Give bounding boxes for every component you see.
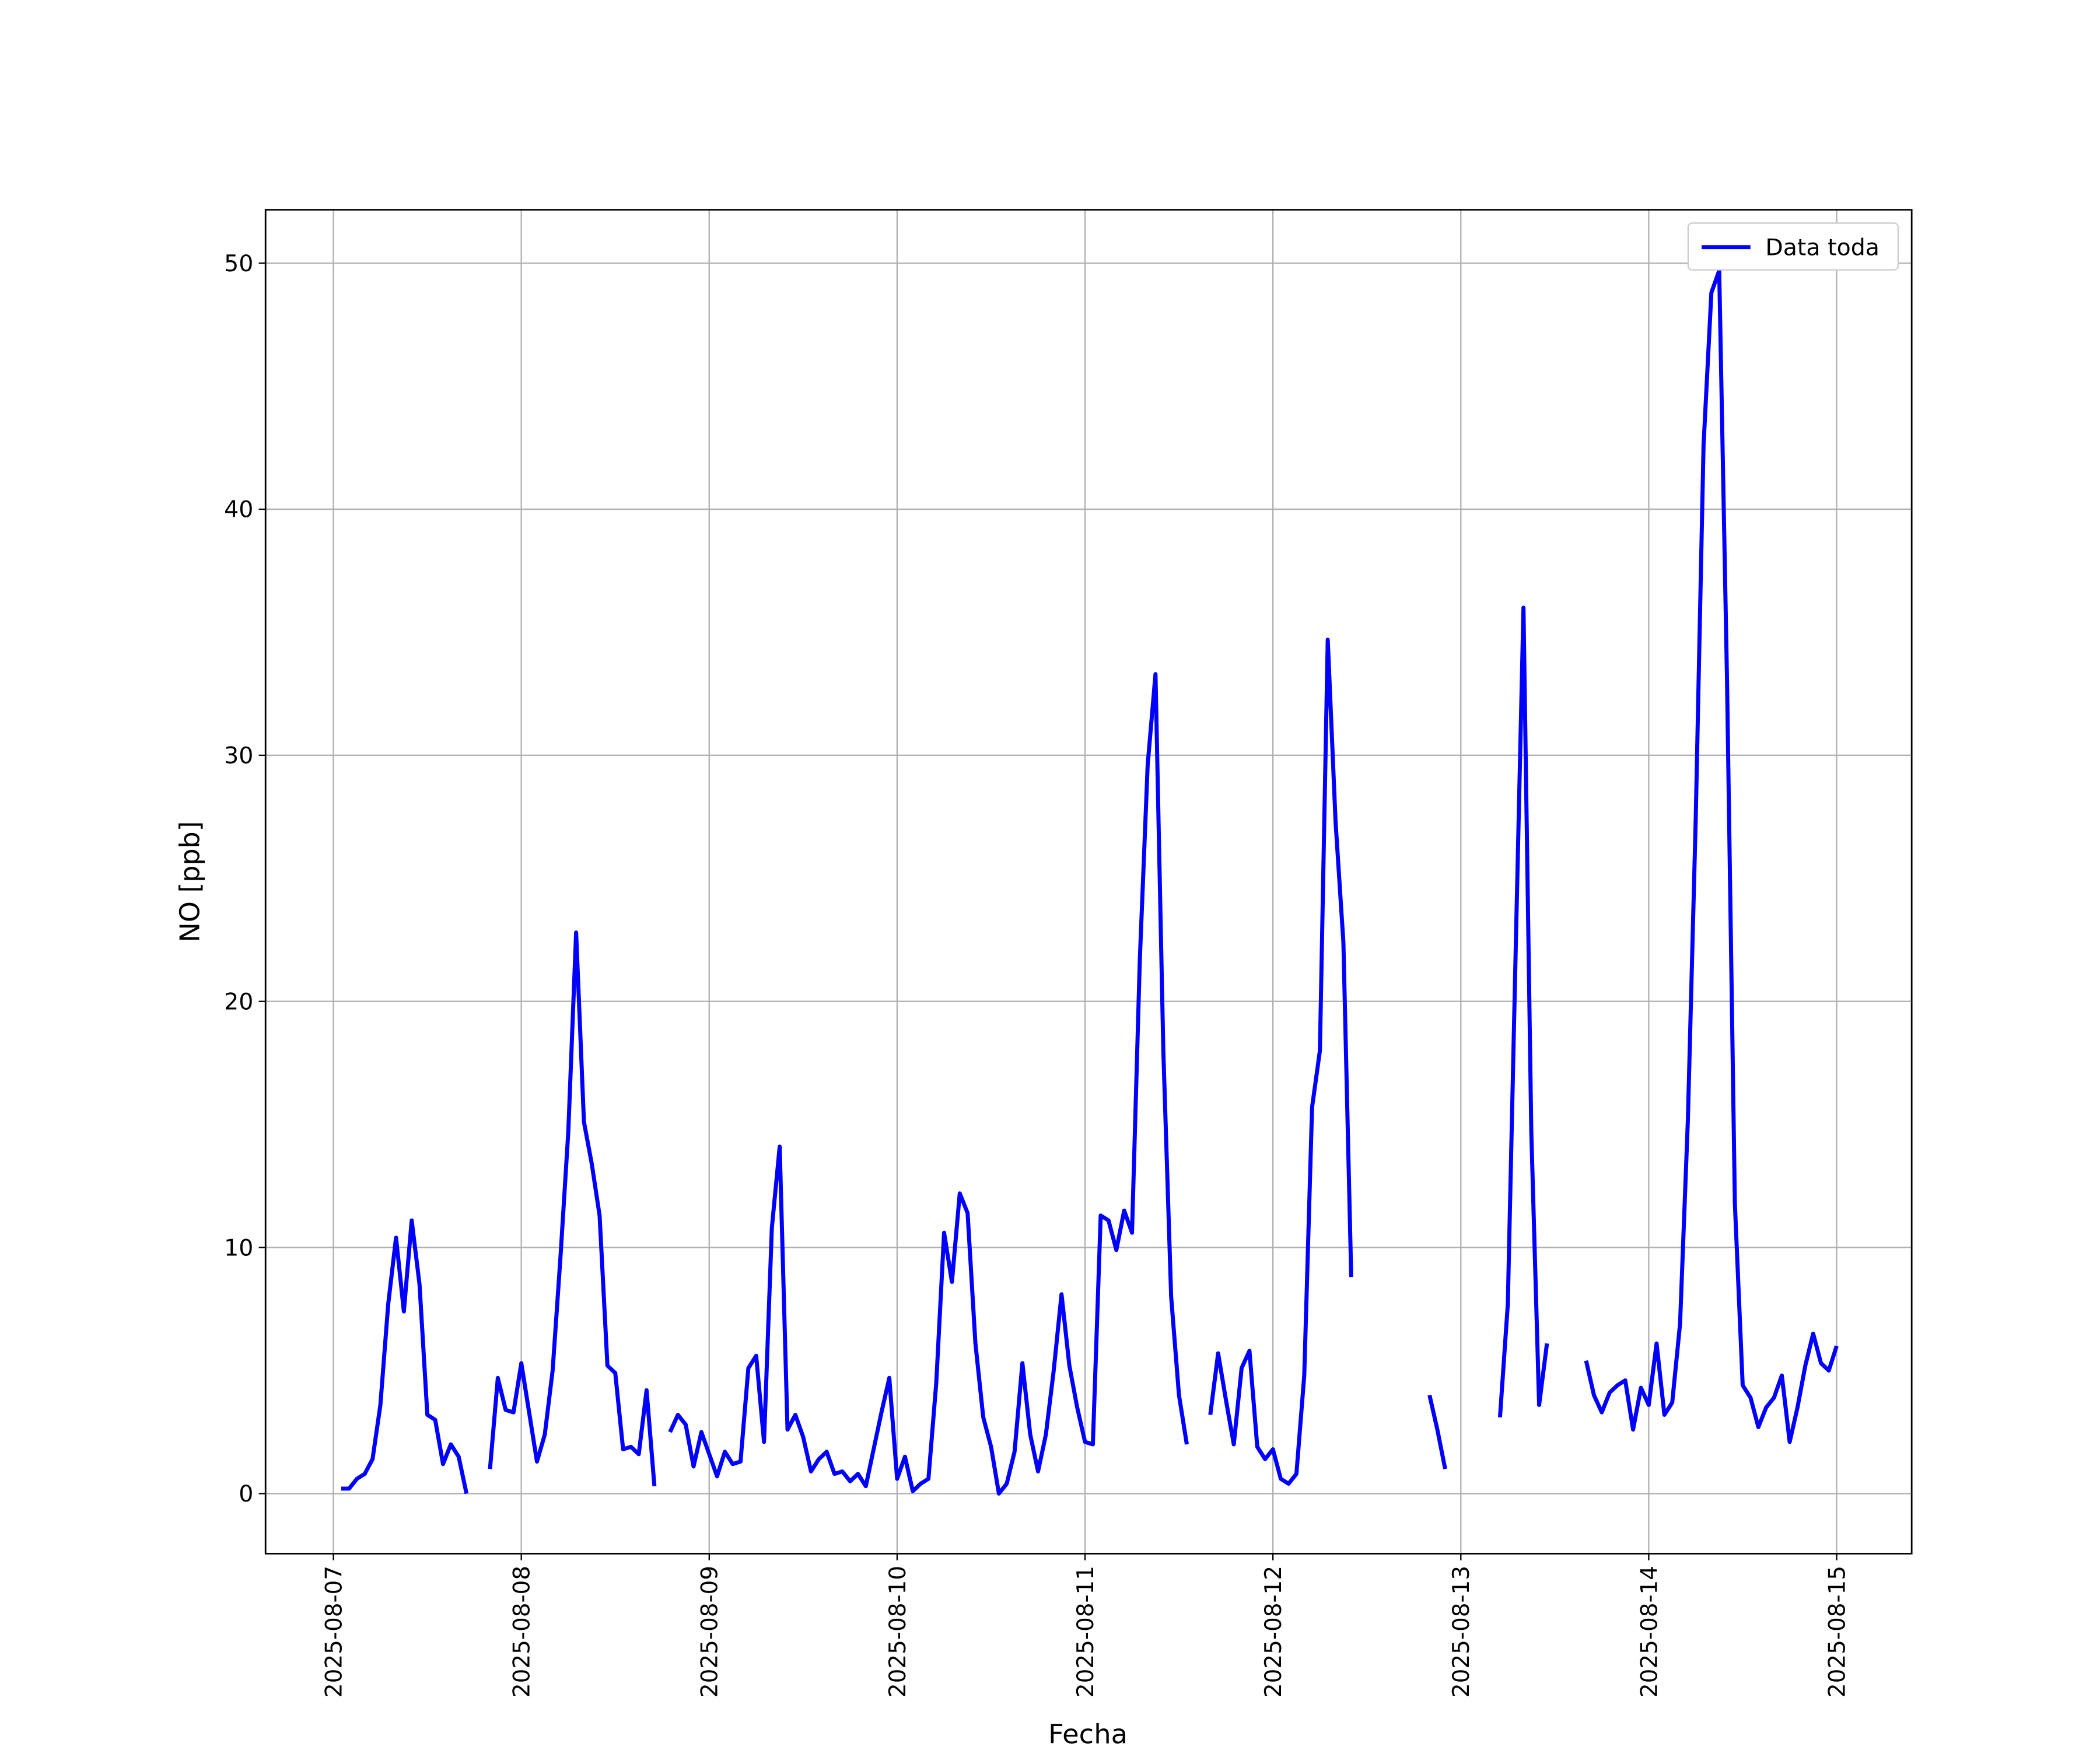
y-tick-label: 0	[239, 1481, 253, 1507]
y-tick-label: 40	[224, 497, 253, 523]
y-tick-label: 10	[224, 1236, 253, 1262]
x-tick-label: 2025-08-07	[321, 1566, 347, 1698]
y-tick-label: 30	[224, 743, 253, 769]
x-tick-label: 2025-08-09	[696, 1566, 723, 1698]
x-tick-label: 2025-08-11	[1073, 1566, 1099, 1698]
y-tick-label: 20	[224, 989, 253, 1016]
plot-frame	[264, 209, 1913, 1555]
x-tick-label: 2025-08-12	[1261, 1566, 1287, 1698]
legend: Data toda	[1687, 222, 1899, 271]
x-tick-label: 2025-08-14	[1636, 1566, 1662, 1698]
x-axis-label: Fecha	[1048, 1718, 1128, 1750]
x-tick-label: 2025-08-13	[1448, 1566, 1475, 1698]
legend-box	[1687, 222, 1899, 271]
x-tick-label: 2025-08-10	[885, 1566, 911, 1698]
x-tick-label: 2025-08-08	[509, 1566, 535, 1698]
x-tick-label: 2025-08-15	[1824, 1566, 1850, 1698]
legend-label: Data toda	[1765, 235, 1880, 261]
y-axis-label: NO [ppb]	[174, 821, 205, 943]
y-tick-label: 50	[224, 251, 253, 277]
line-series	[341, 268, 1839, 1496]
